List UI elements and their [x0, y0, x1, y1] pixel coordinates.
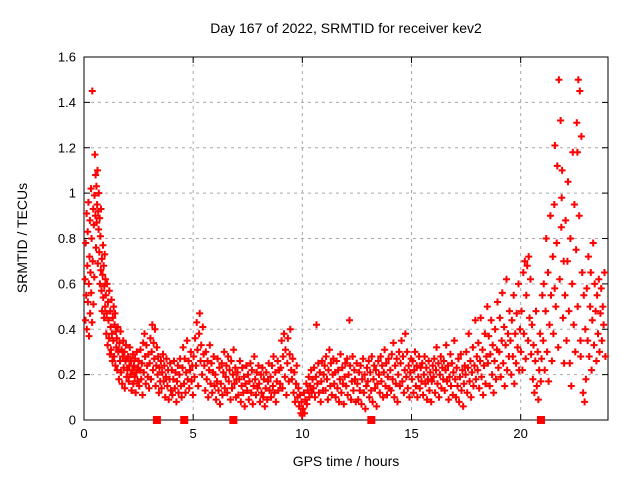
y-tick-label: 0.4 [58, 322, 76, 337]
y-tick-label: 0.2 [58, 367, 76, 382]
baseline-square-marker [367, 416, 376, 424]
baseline-square-marker [180, 416, 189, 424]
y-tick-label: 1.2 [58, 140, 76, 155]
baseline-square-marker [229, 416, 238, 424]
y-tick-label: 1 [69, 186, 76, 201]
x-axis-label: GPS time / hours [292, 453, 400, 469]
x-tick-label: 20 [513, 426, 527, 441]
baseline-square-marker [536, 416, 545, 424]
x-tick-label: 5 [190, 426, 197, 441]
x-tick-label: 0 [80, 426, 87, 441]
chart-title: Day 167 of 2022, SRMTID for receiver kev… [210, 20, 482, 36]
y-tick-label: 1.4 [58, 95, 76, 110]
y-tick-label: 0.8 [58, 231, 76, 246]
x-tick-label: 10 [295, 426, 309, 441]
y-tick-label: 0 [69, 413, 76, 428]
x-tick-label: 15 [404, 426, 418, 441]
y-tick-label: 1.6 [58, 50, 76, 65]
scatter-plus-markers [81, 76, 609, 419]
baseline-square-marker [152, 416, 161, 424]
y-tick-label: 0.6 [58, 276, 76, 291]
